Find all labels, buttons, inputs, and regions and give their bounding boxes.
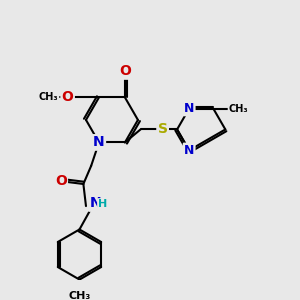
Text: O: O (62, 90, 74, 104)
Text: H: H (98, 199, 107, 209)
Text: CH₃: CH₃ (38, 92, 58, 102)
Text: O: O (55, 174, 67, 188)
Text: N: N (184, 144, 194, 157)
Text: CH₃: CH₃ (68, 292, 91, 300)
Text: N: N (184, 102, 194, 115)
Text: N: N (89, 196, 101, 211)
Text: S: S (158, 122, 168, 136)
Text: CH₃: CH₃ (229, 103, 248, 113)
Text: N: N (93, 135, 105, 149)
Text: O: O (119, 64, 131, 78)
